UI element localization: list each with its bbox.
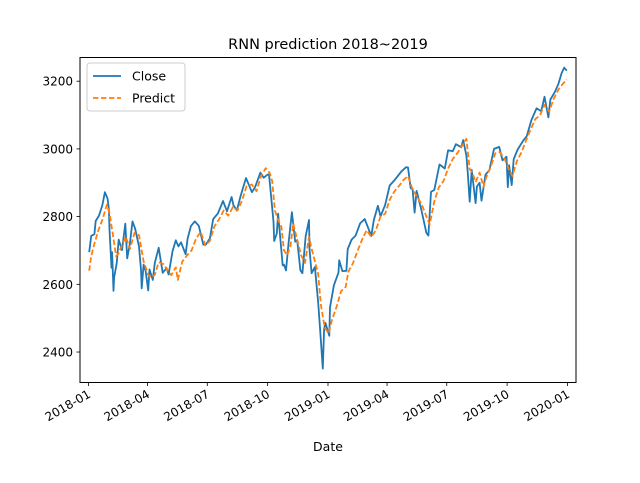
legend: Close Predict [86,62,186,112]
y-tick-label: 2400 [42,346,73,360]
legend-close-label: Close [132,69,166,84]
y-tick-label: 3200 [42,75,73,89]
y-tick-label: 2600 [42,278,73,292]
series-line-close [88,66,568,370]
y-tick-label: 3000 [42,142,73,156]
plot-area [80,57,576,383]
series-layer [88,66,568,370]
x-axis-label: Date [313,439,343,454]
legend-predict-label: Predict [132,91,175,106]
y-axis: 2400 2600 2800 3000 3200 [42,75,80,360]
chart-title: RNN prediction 2018~2019 [228,37,428,53]
series-line-predict [88,78,568,335]
legend-box [86,62,186,112]
y-tick-label: 2800 [42,210,73,224]
